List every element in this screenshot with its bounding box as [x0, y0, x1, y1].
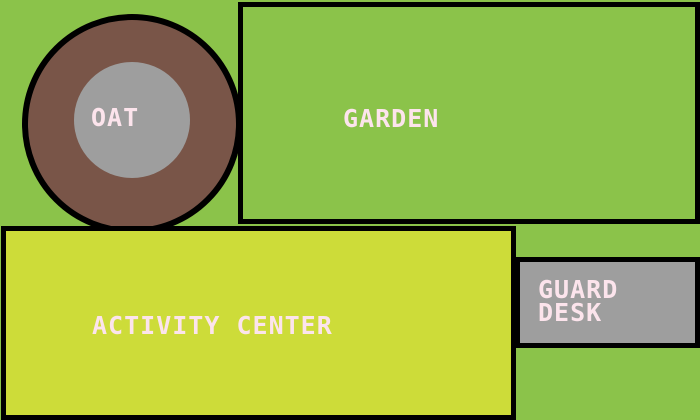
- oat-label: OAT: [91, 103, 140, 132]
- activity-center-label: ACTIVITY CENTER: [92, 311, 333, 340]
- guard-desk-label-line1: GUARD: [538, 275, 619, 304]
- oat-inner-circle: OAT: [74, 62, 190, 178]
- guard-desk-label-line2: DESK: [538, 298, 603, 327]
- guard-desk-label: GUARD DESK: [538, 275, 619, 327]
- oat-zone[interactable]: OAT: [22, 14, 242, 234]
- activity-center-zone[interactable]: ACTIVITY CENTER: [1, 226, 516, 420]
- guard-desk-zone[interactable]: GUARD DESK: [515, 257, 700, 348]
- garden-label: GARDEN: [343, 104, 440, 133]
- garden-zone[interactable]: GARDEN: [238, 2, 700, 224]
